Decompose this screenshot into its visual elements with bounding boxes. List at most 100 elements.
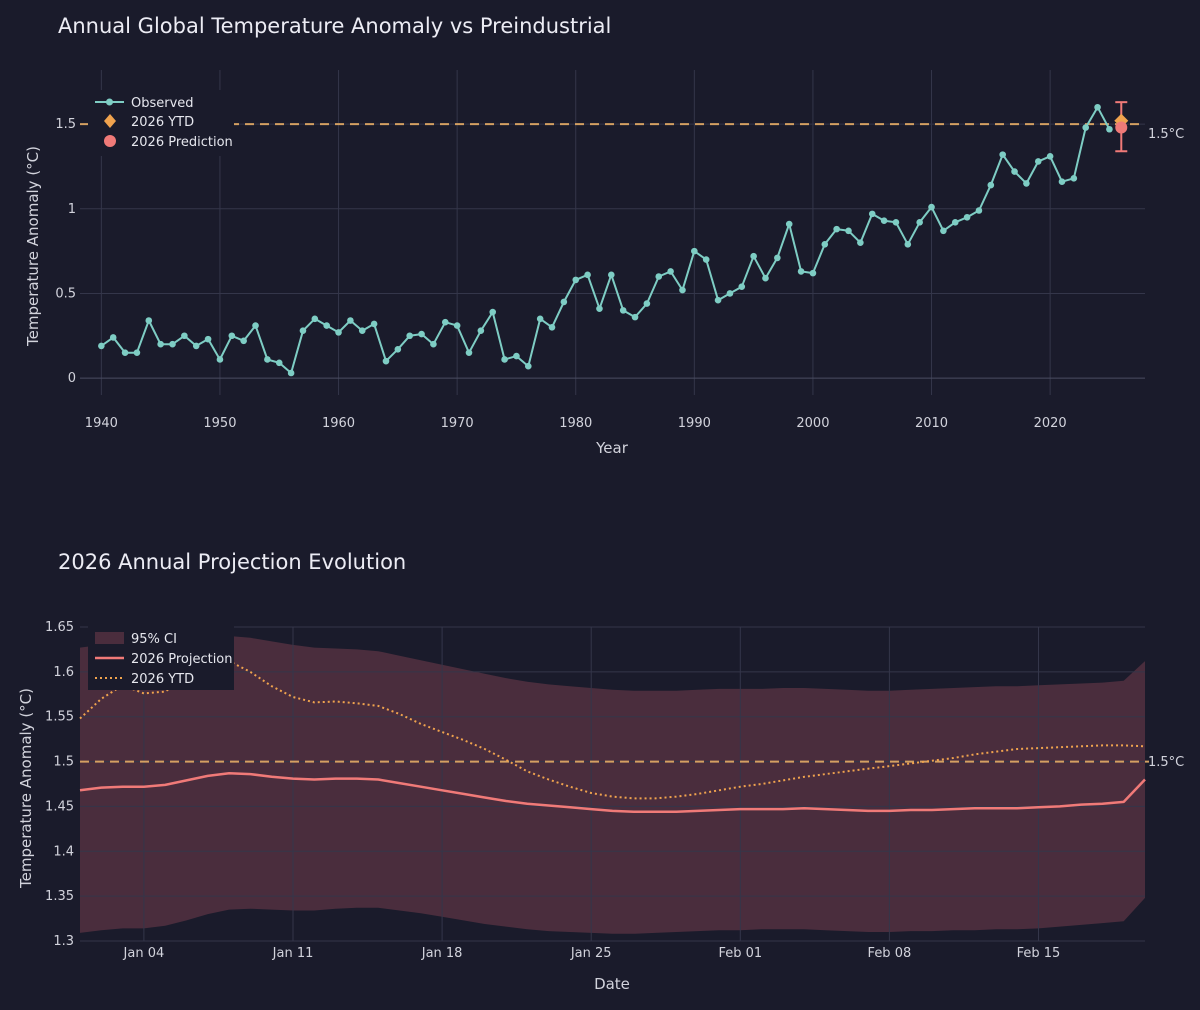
y-tick-label: 1.65 <box>45 620 74 635</box>
observed-point <box>240 337 247 345</box>
observed-point <box>738 283 746 290</box>
observed-point <box>821 241 829 248</box>
legend-item-ytd[interactable]: 2026 YTD <box>104 114 194 130</box>
observed-point <box>904 241 912 248</box>
chart1-y-axis-title: Temperature Anomaly (°C) <box>24 146 42 347</box>
observed-point <box>406 332 413 340</box>
observed-point <box>762 274 769 282</box>
x-tick-label: Jan 11 <box>272 946 314 961</box>
x-tick-label: 2020 <box>1034 416 1067 431</box>
legend-item-observed[interactable]: Observed <box>95 96 194 111</box>
observed-point <box>228 332 236 340</box>
y-tick-label: 1 <box>68 202 76 217</box>
x-tick-label: 1970 <box>441 416 474 431</box>
observed-point <box>489 308 497 316</box>
chart2-series <box>79 660 1146 814</box>
observed-point <box>335 329 342 336</box>
x-tick-label: 1950 <box>203 416 236 431</box>
observed-point <box>477 327 485 334</box>
chart1-tick-labels: 1940 1950 1960 1970 1980 1990 2000 2010 2020 0 0.5… <box>55 117 1066 431</box>
x-tick-label: Jan 04 <box>123 946 165 961</box>
observed-point <box>370 320 378 328</box>
observed-point <box>536 315 544 323</box>
ytd-2026-dotted-line <box>79 660 1146 800</box>
observed-point <box>880 217 888 224</box>
y-tick-label: 0 <box>68 371 76 386</box>
observed-point <box>774 254 781 262</box>
observed-point <box>857 239 864 246</box>
x-tick-label: 1940 <box>85 416 118 431</box>
observed-point <box>157 340 164 348</box>
observed-point <box>1034 158 1042 165</box>
x-tick-label: Feb 15 <box>1017 946 1061 961</box>
observed-point <box>548 323 556 331</box>
observed-point <box>465 349 473 356</box>
y-tick-label: 1.3 <box>53 934 74 949</box>
legend-item-ci[interactable]: 95% CI <box>95 632 177 647</box>
observed-point <box>596 305 603 312</box>
chart2-y-axis-title: Temperature Anomaly (°C) <box>17 688 35 889</box>
observed-point <box>691 247 698 255</box>
observed-point <box>133 349 141 356</box>
chart2-legend[interactable]: 95% CI 2026 Projection 2026 YTD <box>88 626 234 690</box>
chart2-threshold-label: 1.5°C <box>1148 755 1184 770</box>
observed-point <box>299 327 307 334</box>
observed-point <box>809 269 817 277</box>
observed-point <box>643 300 651 307</box>
ci-95-band <box>80 636 1145 934</box>
legend-ytd2-label: 2026 YTD <box>131 672 194 687</box>
chart2-gridlines <box>80 626 1145 942</box>
x-tick-label: Feb 08 <box>868 946 912 961</box>
chart1-x-axis-title: Year <box>595 439 629 457</box>
observed-point <box>679 286 686 294</box>
legend-item-prediction[interactable]: 2026 Prediction <box>104 135 233 150</box>
observed-point <box>524 362 532 370</box>
observed-point <box>584 271 591 279</box>
observed-point <box>785 220 793 228</box>
observed-point <box>845 227 852 235</box>
observed-point <box>453 322 461 329</box>
chart2-tick-labels: Jan 04 Jan 11 Jan 18 Jan 25 Feb 01 Feb 08 Feb … <box>45 620 1060 961</box>
chart1-legend[interactable]: Observed 2026 YTD 2026 Prediction <box>88 90 234 156</box>
observed-point <box>797 268 805 275</box>
chart1-series <box>98 101 1129 377</box>
legend-ci-swatch <box>95 632 124 644</box>
observed-point <box>726 290 734 297</box>
observed-line <box>100 106 1111 374</box>
observed-point <box>619 307 627 314</box>
x-tick-label: Jan 18 <box>421 946 463 961</box>
observed-point <box>169 340 176 348</box>
observed-point <box>216 356 224 363</box>
observed-point <box>109 334 117 341</box>
observed-point <box>501 356 508 363</box>
x-tick-label: 2010 <box>915 416 948 431</box>
legend-observed-label: Observed <box>131 96 194 111</box>
y-tick-label: 1.5 <box>55 117 76 132</box>
observed-point <box>145 317 153 324</box>
legend-item-ytd2[interactable]: 2026 YTD <box>95 672 194 687</box>
chart1-gridlines <box>80 70 1145 395</box>
observed-point <box>667 268 674 275</box>
observed-point <box>181 332 188 340</box>
legend-prediction-label: 2026 Prediction <box>131 135 233 150</box>
observed-point <box>999 151 1006 158</box>
observed-point <box>714 296 722 304</box>
observed-point <box>513 352 520 360</box>
y-tick-label: 0.5 <box>55 286 76 301</box>
observed-point <box>940 227 947 235</box>
observed-point <box>264 356 271 363</box>
legend-prediction-marker <box>104 135 116 147</box>
chart1-threshold-label: 1.5°C <box>1148 127 1184 142</box>
x-tick-label: Feb 01 <box>718 946 762 961</box>
observed-point <box>121 349 129 356</box>
observed-point <box>98 342 105 350</box>
observed-point <box>750 252 757 260</box>
chart2-ci-band <box>80 636 1145 934</box>
x-tick-label: 1990 <box>678 416 711 431</box>
legend-item-projection[interactable]: 2026 Projection <box>95 652 233 667</box>
x-tick-label: 1980 <box>559 416 592 431</box>
legend-observed-marker <box>106 98 113 106</box>
chart2-title: 2026 Annual Projection Evolution <box>58 550 406 574</box>
observed-point <box>430 340 437 348</box>
observed-point <box>1023 180 1030 187</box>
